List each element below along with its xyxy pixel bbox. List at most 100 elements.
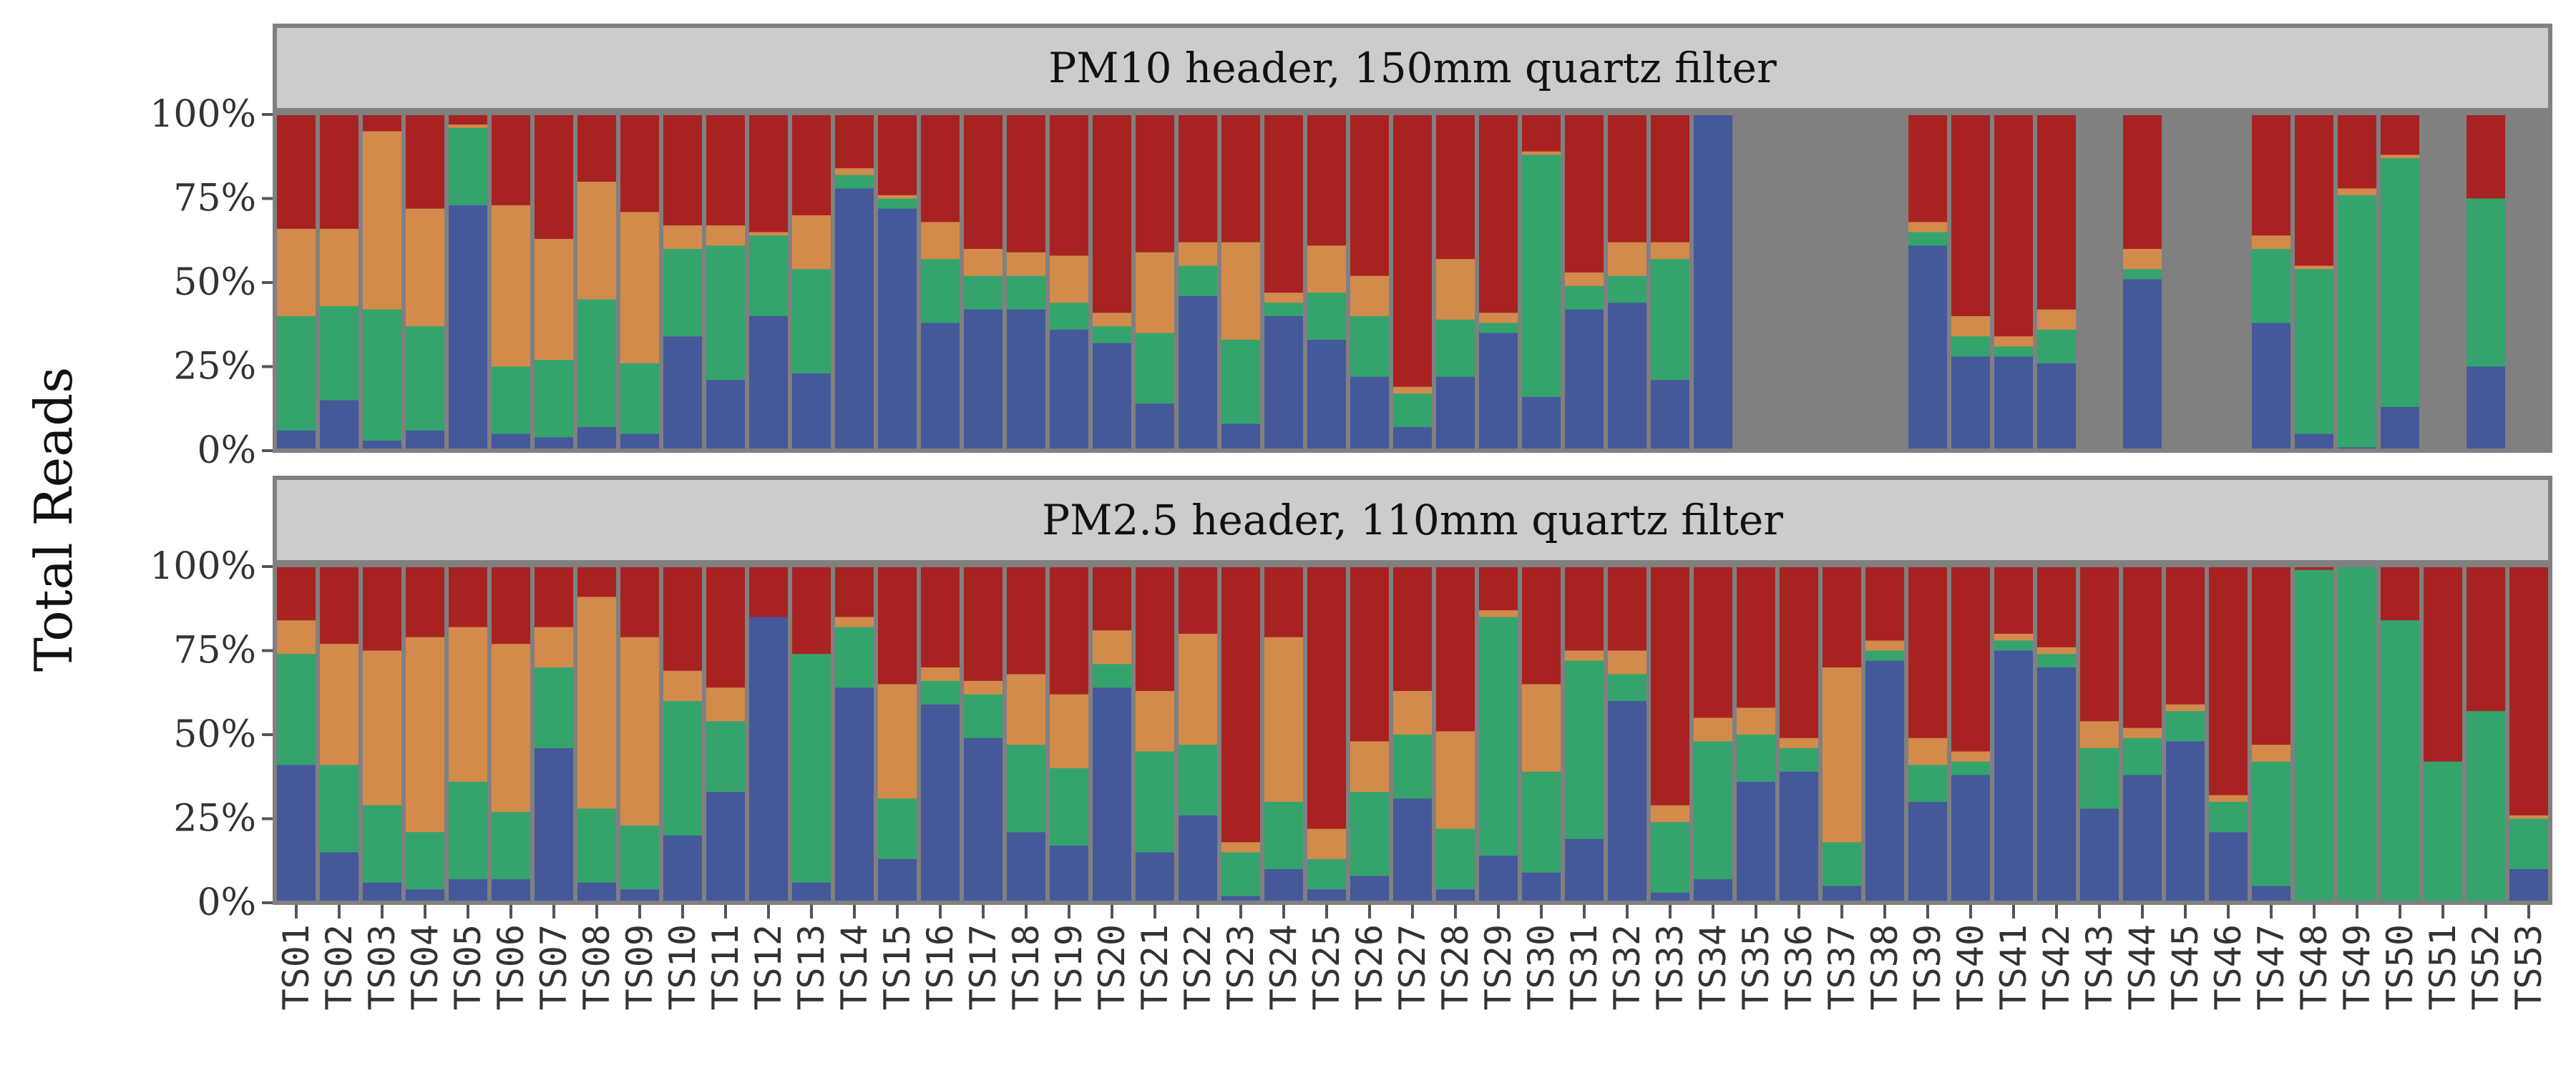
bar-segment-ts18-s4 [1007, 567, 1045, 675]
bar-segment-ts06-s1 [492, 433, 530, 451]
bar-segment-ts33-s1 [1651, 892, 1689, 903]
bar-segment-ts29-s3 [1479, 313, 1518, 323]
bar-segment-ts02-s1 [320, 852, 358, 903]
bar-segment-ts07-s1 [535, 437, 573, 451]
bar-segment-ts40-s4 [1951, 567, 1990, 752]
bar-segment-ts23-s2 [1221, 852, 1260, 896]
bar-segment-ts15-s2 [878, 798, 917, 859]
bar-segment-ts16-s2 [921, 680, 960, 705]
bar-segment-ts15-s4 [878, 114, 917, 195]
x-tick-label: TS19 [1048, 924, 1090, 1010]
bar-segment-ts34-s1 [1694, 114, 1732, 451]
bar-segment-ts17-s1 [964, 738, 1002, 903]
bar-segment-ts18-s4 [1007, 114, 1045, 253]
x-tick-label: TS41 [1993, 924, 2034, 1010]
bar-segment-ts41-s2 [1994, 640, 2033, 651]
bar-segment-ts39-s2 [1908, 765, 1947, 802]
bar-segment-ts12-s4 [749, 114, 788, 232]
bar-segment-ts44-s4 [2123, 114, 2162, 249]
bar-segment-ts46-s4 [2209, 567, 2248, 795]
x-tick-label: TS27 [1392, 924, 1433, 1010]
strip-header [273, 476, 2552, 564]
bar-segment-ts24-s3 [1264, 293, 1303, 303]
panel-title: PM10 header, 150mm quartz filter [1048, 44, 1777, 92]
bar-segment-ts14-s1 [835, 188, 874, 451]
bar-segment-ts24-s1 [1264, 316, 1303, 451]
bar-segment-ts24-s1 [1264, 869, 1303, 903]
x-tick-label: TS38 [1864, 924, 1906, 1010]
bar-segment-ts18-s2 [1007, 275, 1045, 310]
bar-segment-ts02-s2 [320, 305, 358, 401]
bar-segment-ts52-s1 [2467, 366, 2505, 451]
bar-segment-ts24-s2 [1264, 802, 1303, 869]
y-tick-label: 50% [173, 713, 256, 756]
bar-segment-ts23-s1 [1221, 423, 1260, 451]
bar-segment-ts01-s4 [277, 567, 316, 621]
bar-segment-ts09-s2 [620, 363, 659, 434]
bar-segment-ts32-s2 [1608, 674, 1646, 701]
bar-segment-ts03-s1 [363, 440, 401, 451]
bar-segment-ts32-s3 [1608, 242, 1646, 276]
x-tick-label: TS12 [748, 924, 789, 1010]
x-tick-label: TS11 [705, 924, 746, 1010]
bar-segment-ts25-s1 [1307, 339, 1346, 451]
bar-segment-ts23-s3 [1221, 242, 1260, 340]
bar-segment-ts15-s1 [878, 208, 917, 451]
x-tick-label: TS23 [1220, 924, 1262, 1010]
bar-segment-ts48-s2 [2295, 569, 2333, 903]
bar-segment-ts45-s1 [2166, 741, 2205, 903]
bar-segment-ts07-s1 [535, 748, 573, 903]
bar-segment-ts01-s2 [277, 654, 316, 765]
bar-segment-ts10-s3 [663, 225, 702, 249]
bar-segment-ts47-s4 [2252, 567, 2290, 745]
bar-segment-ts42-s4 [2037, 567, 2076, 647]
bar-segment-ts01-s4 [277, 114, 316, 229]
bar-segment-ts41-s2 [1994, 346, 2033, 357]
bar-segment-ts05-s4 [449, 567, 487, 627]
bar-segment-ts02-s3 [320, 644, 358, 765]
bar-segment-ts27-s4 [1393, 114, 1432, 387]
bar-segment-ts33-s1 [1651, 380, 1689, 451]
bar-segment-ts40-s3 [1951, 751, 1990, 762]
bar-segment-ts12-s4 [749, 567, 788, 617]
x-tick-label: TS16 [919, 924, 961, 1010]
bar-segment-ts19-s3 [1050, 255, 1088, 303]
bar-segment-ts14-s1 [835, 687, 874, 903]
bar-segment-ts23-s4 [1221, 114, 1260, 242]
bar-segment-ts46-s1 [2209, 832, 2248, 903]
bar-segment-ts07-s4 [535, 114, 573, 239]
bar-segment-ts36-s2 [1780, 748, 1818, 772]
bar-segment-ts37-s3 [1823, 667, 1861, 843]
bar-segment-ts22-s3 [1179, 242, 1217, 266]
bar-segment-ts04-s2 [406, 832, 444, 890]
bar-segment-ts14-s4 [835, 567, 874, 617]
bar-segment-ts48-s2 [2295, 269, 2333, 434]
bar-segment-ts04-s2 [406, 326, 444, 431]
panel-1: PM10 header, 150mm quartz filter 0% 25% 50%… [150, 24, 2552, 472]
bar-segment-ts27-s1 [1393, 427, 1432, 451]
x-tick-label: TS02 [318, 924, 360, 1010]
bar-segment-ts50-s3 [2381, 155, 2419, 159]
x-tick-label: TS36 [1778, 924, 1820, 1010]
x-tick-label: TS15 [877, 924, 918, 1010]
bar-segment-ts24-s4 [1264, 567, 1303, 637]
bar-segment-ts33-s4 [1651, 567, 1689, 805]
bar-segment-ts07-s3 [535, 627, 573, 667]
bar-segment-ts31-s4 [1565, 114, 1604, 273]
bar-segment-ts42-s1 [2037, 363, 2076, 451]
bar-segment-ts28-s1 [1436, 889, 1475, 903]
x-tick-label: TS45 [2165, 924, 2206, 1010]
bar-segment-ts45-s4 [2166, 567, 2205, 705]
x-tick-label: TS04 [404, 924, 446, 1010]
bar-segment-ts10-s3 [663, 670, 702, 701]
bar-segment-ts06-s2 [492, 366, 530, 434]
x-tick-label: TS51 [2422, 924, 2464, 1010]
bar-segment-ts51-s2 [2424, 761, 2462, 903]
bar-segment-ts43-s3 [2080, 721, 2119, 748]
bar-segment-ts47-s3 [2252, 745, 2290, 762]
bar-segment-ts34-s2 [1694, 741, 1732, 880]
bar-segment-ts11-s4 [706, 114, 745, 226]
bar-segment-ts02-s4 [320, 567, 358, 645]
y-tick-label: 0% [197, 429, 257, 472]
bar-segment-ts21-s3 [1136, 690, 1174, 752]
